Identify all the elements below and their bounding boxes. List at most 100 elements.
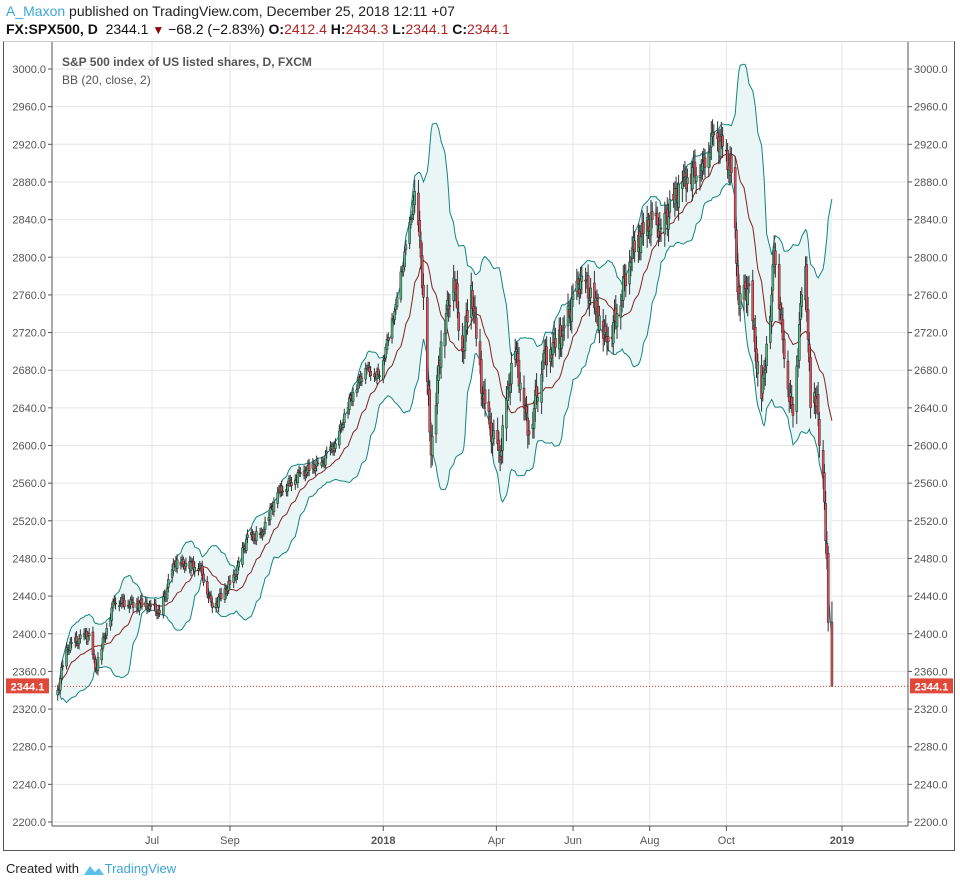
x-tick-label: Oct <box>718 835 735 847</box>
y-tick-label-right: 2960.0 <box>914 102 948 114</box>
candle-body <box>650 211 654 220</box>
candle-body <box>795 365 799 412</box>
candle-body <box>770 294 773 322</box>
chart-title: S&P 500 index of US listed shares, D, FX… <box>62 55 312 69</box>
candle-body <box>515 349 518 352</box>
y-tick-label-right: 2920.0 <box>914 139 948 151</box>
candle-body <box>506 388 509 401</box>
candle-body <box>189 561 193 571</box>
candle-body <box>101 637 105 649</box>
candle-body <box>197 568 200 571</box>
y-tick-label-right: 2400.0 <box>914 629 948 641</box>
candle-body <box>149 605 152 607</box>
candle-body <box>554 338 557 348</box>
candle-body <box>131 602 135 608</box>
y-tick-label-right: 3000.0 <box>914 64 948 76</box>
y-tick-label-right: 2320.0 <box>914 704 948 716</box>
candle-body <box>789 392 792 397</box>
candle-body <box>79 634 82 639</box>
candle-body <box>619 305 623 318</box>
candle-body <box>586 275 590 299</box>
candle-body <box>798 324 801 361</box>
candle-body <box>443 332 447 347</box>
y-tick-label-left: 2560.0 <box>12 478 46 490</box>
y-tick-label-left: 2280.0 <box>12 742 46 754</box>
candle-body <box>505 398 508 429</box>
last-price-label-left-bg <box>6 678 49 694</box>
candle-body <box>570 298 574 322</box>
tradingview-link[interactable]: TradingView <box>104 861 177 876</box>
candle-body <box>771 264 775 291</box>
candle-body <box>522 387 526 409</box>
candle-body <box>663 213 667 235</box>
candle-body <box>659 227 663 230</box>
candle-body <box>360 377 364 382</box>
candle-body <box>408 222 411 244</box>
candle-body <box>349 395 352 399</box>
candle-body <box>764 369 767 374</box>
candle-body <box>387 337 390 341</box>
candle-body <box>276 492 279 504</box>
candle-body <box>551 342 555 355</box>
candle-body <box>781 319 785 341</box>
candle-body <box>629 262 633 268</box>
candle-body <box>228 580 232 585</box>
footer: Created with TradingView <box>6 861 176 877</box>
candle-body <box>123 599 126 607</box>
candle-body <box>560 336 563 349</box>
x-tick-label: Aug <box>640 835 660 847</box>
candle-body <box>738 293 742 310</box>
candle-body <box>830 621 834 687</box>
candle-body <box>708 151 712 158</box>
x-tick-label: 2019 <box>830 835 854 847</box>
candle-body <box>765 343 768 367</box>
candle-body <box>206 581 209 595</box>
candle-body <box>642 222 645 234</box>
open-label: O: <box>268 21 285 37</box>
author-link[interactable]: A_Maxon <box>6 3 66 19</box>
candle-body <box>746 288 749 305</box>
y-tick-label-right: 2280.0 <box>914 742 948 754</box>
candle-body <box>383 358 386 361</box>
candle-body <box>234 576 238 580</box>
x-tick-label: Jul <box>145 835 159 847</box>
y-tick-label-left: 2840.0 <box>12 215 46 227</box>
price-change: −68.2 (−2.83%) <box>168 21 265 37</box>
candle-body <box>747 283 751 286</box>
candle-body <box>733 167 737 229</box>
candle-body <box>580 275 584 282</box>
candle-body <box>536 397 540 402</box>
high-label: H: <box>330 21 346 37</box>
y-tick-label-left: 2520.0 <box>12 516 46 528</box>
candle-body <box>439 341 443 368</box>
candle-body <box>395 296 399 307</box>
candle-body <box>154 603 158 612</box>
candle-body <box>366 365 370 368</box>
created-with-text: Created with <box>6 861 79 876</box>
y-tick-label-left: 2360.0 <box>12 666 46 678</box>
candle-body <box>532 408 536 429</box>
y-tick-label-left: 2880.0 <box>12 177 46 189</box>
candle-body <box>237 561 240 568</box>
candle-body <box>92 654 96 659</box>
candle-body <box>105 628 109 636</box>
candle-body <box>550 354 553 359</box>
candle-body <box>735 229 738 264</box>
candle-body <box>418 219 421 237</box>
candle-body <box>821 450 825 478</box>
candle-body <box>588 300 591 304</box>
candle-body <box>466 310 469 323</box>
y-tick-label-left: 2680.0 <box>12 365 46 377</box>
candle-body <box>718 140 722 158</box>
candle-body <box>497 439 501 451</box>
candle-body <box>338 430 341 446</box>
candle-body <box>782 338 786 360</box>
candle-body <box>167 579 170 588</box>
candle-body <box>60 667 63 680</box>
candle-body <box>66 649 70 652</box>
indicator-label[interactable]: BB (20, close, 2) <box>62 73 151 87</box>
low-value: 2344.1 <box>405 21 449 37</box>
candle-body <box>65 647 68 667</box>
candle-body <box>241 547 244 565</box>
